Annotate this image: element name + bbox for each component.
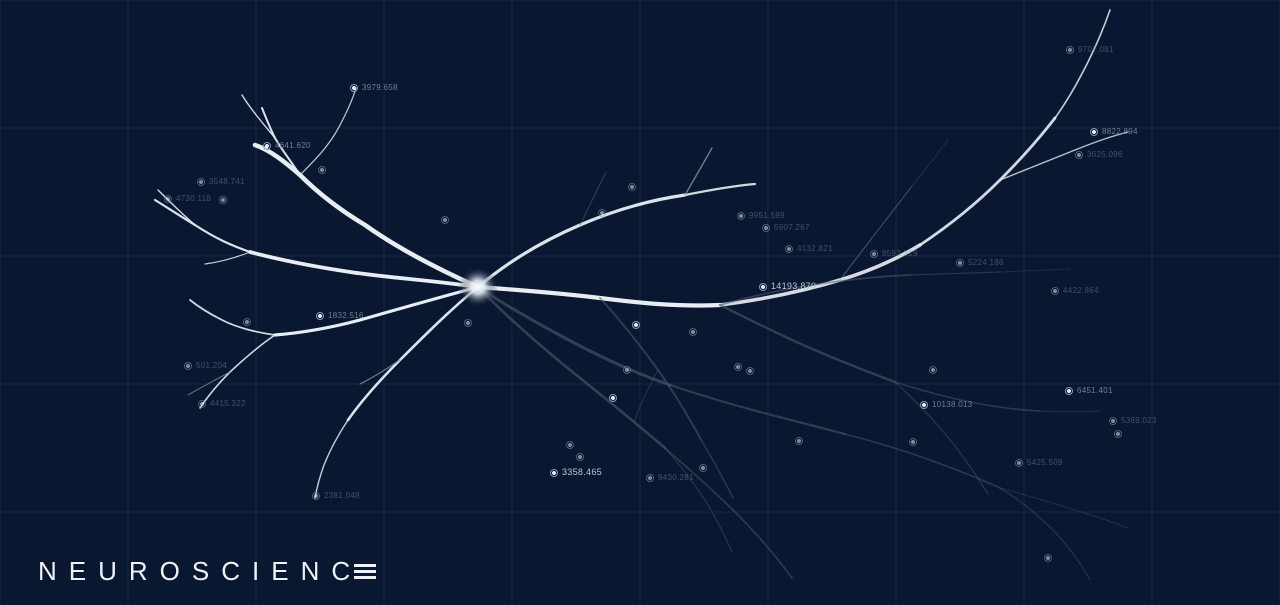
brand-wordmark: NEUROSCIENC bbox=[38, 556, 376, 587]
brand-text: NEUROSCIENC bbox=[38, 556, 362, 586]
neuron-svg bbox=[0, 0, 1280, 605]
neuron-diagram: 3979.6584641.6203548.7414730.1181832.516… bbox=[0, 0, 1280, 605]
brand-e-bars-icon bbox=[354, 561, 376, 582]
